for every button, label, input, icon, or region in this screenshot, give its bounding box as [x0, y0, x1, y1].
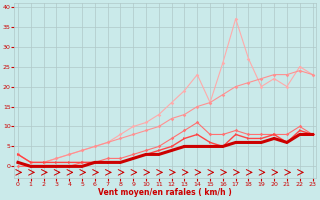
X-axis label: Vent moyen/en rafales ( km/h ): Vent moyen/en rafales ( km/h )	[98, 188, 232, 197]
